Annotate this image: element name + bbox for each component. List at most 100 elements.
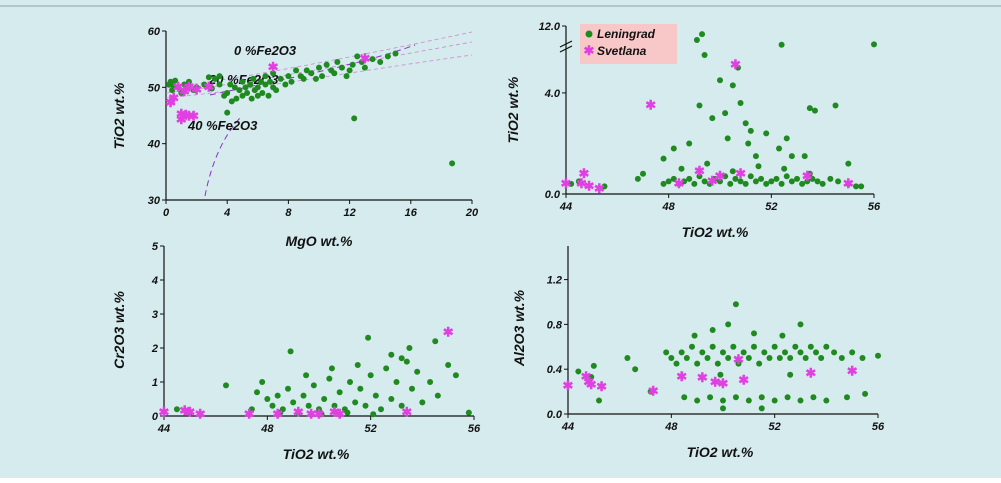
point-svetlana: ✱ [697, 370, 708, 385]
legend-label-svetlana: Svetlana [597, 44, 647, 58]
point-leningrad [717, 178, 723, 185]
point-leningrad [720, 397, 726, 404]
point-leningrad [186, 409, 193, 416]
point-leningrad [689, 343, 695, 350]
point-leningrad [358, 58, 365, 65]
point-leningrad [686, 140, 693, 147]
point-leningrad [293, 67, 300, 74]
point-svetlana: ✱ [583, 375, 594, 390]
point-leningrad [239, 92, 246, 99]
point-leningrad [326, 375, 333, 382]
point-leningrad [201, 81, 208, 88]
point-leningrad [285, 73, 292, 80]
point-svetlana: ✱ [268, 60, 279, 75]
point-leningrad [378, 406, 384, 413]
point-leningrad [778, 41, 785, 48]
point-leningrad [388, 396, 395, 402]
y-tick-label: 40 [147, 139, 161, 151]
model-curve-lower [165, 54, 473, 99]
point-leningrad [678, 349, 685, 356]
point-leningrad [319, 73, 326, 80]
point-svetlana: ✱ [733, 352, 744, 367]
point-leningrad [285, 385, 291, 392]
point-svetlana: ✱ [359, 51, 370, 66]
point-leningrad [845, 160, 852, 167]
point-leningrad [409, 385, 415, 392]
point-leningrad [756, 360, 763, 367]
point-leningrad [766, 355, 773, 361]
point-leningrad [849, 349, 856, 356]
point-leningrad [693, 37, 700, 44]
point-leningrad [763, 180, 770, 187]
point-leningrad [419, 399, 426, 406]
point-svetlana: ✱ [735, 166, 746, 181]
point-leningrad [178, 89, 185, 96]
point-leningrad [782, 349, 788, 356]
point-leningrad [859, 355, 866, 361]
point-leningrad [776, 355, 783, 361]
x-tick-label: 56 [868, 201, 881, 213]
point-leningrad [758, 405, 765, 412]
point-leningrad [331, 402, 338, 409]
point-leningrad [233, 95, 240, 102]
point-leningrad [720, 349, 726, 356]
point-leningrad [783, 173, 790, 180]
point-leningrad [813, 349, 819, 356]
x-tick-label: 48 [260, 423, 274, 435]
point-svetlana: ✱ [581, 369, 592, 384]
y-axis-label: Al2O3 wt.% [511, 289, 527, 367]
point-svetlana: ✱ [195, 406, 206, 421]
point-leningrad [290, 399, 297, 406]
point-svetlana: ✱ [443, 325, 454, 340]
point-leningrad [242, 84, 249, 91]
point-leningrad [670, 175, 677, 182]
y-tick-label: 12.0 [539, 21, 561, 33]
point-svetlana: ✱ [673, 176, 684, 191]
point-leningrad [814, 178, 821, 185]
point-leningrad [714, 360, 721, 367]
point-leningrad [388, 351, 395, 358]
y-tick-label: 2 [151, 343, 158, 355]
point-leningrad [264, 396, 271, 402]
x-tick-label: 44 [561, 421, 574, 433]
point-leningrad [709, 115, 716, 122]
point-svetlana: ✱ [707, 173, 718, 188]
point-leningrad [349, 61, 356, 68]
point-leningrad [831, 349, 838, 356]
point-leningrad [683, 355, 690, 361]
point-leningrad [799, 180, 806, 187]
y-tick-label: 0.0 [547, 409, 563, 421]
point-leningrad [781, 165, 788, 172]
point-leningrad [725, 355, 732, 361]
point-leningrad [862, 390, 869, 397]
point-svetlana: ✱ [165, 95, 176, 110]
point-svetlana: ✱ [183, 79, 194, 94]
point-leningrad [875, 352, 881, 359]
point-svetlana: ✱ [176, 112, 187, 127]
point-leningrad [787, 371, 794, 378]
panel-tio2-vs-al2o3: 44 48 52 56 0.0 0.4 0.8 1.2 ✱✱✱✱ ✱ ✱✱ ✱ ✱✱✱✱ ✱ ✱ TiO… [511, 246, 885, 460]
point-leningrad [357, 385, 364, 392]
point-leningrad [403, 358, 410, 365]
point-leningrad [287, 348, 294, 355]
axis-break-mark [559, 40, 573, 48]
point-leningrad [696, 102, 703, 109]
point-leningrad [787, 355, 794, 361]
point-svetlana: ✱ [738, 372, 749, 387]
point-leningrad [747, 173, 754, 180]
point-svetlana: ✱ [183, 109, 194, 124]
x-tick-label: 52 [769, 421, 781, 433]
point-leningrad [819, 180, 826, 187]
point-leningrad [244, 89, 251, 96]
point-leningrad [328, 365, 335, 372]
point-leningrad [686, 175, 693, 182]
point-leningrad [761, 349, 768, 356]
point-leningrad [254, 92, 261, 99]
point-leningrad [752, 178, 759, 185]
point-leningrad [369, 56, 376, 63]
point-svetlana: ✱ [188, 109, 199, 124]
point-svetlana: ✱ [645, 98, 656, 113]
x-tick-label: 44 [157, 423, 170, 435]
point-leningrad [590, 362, 597, 369]
